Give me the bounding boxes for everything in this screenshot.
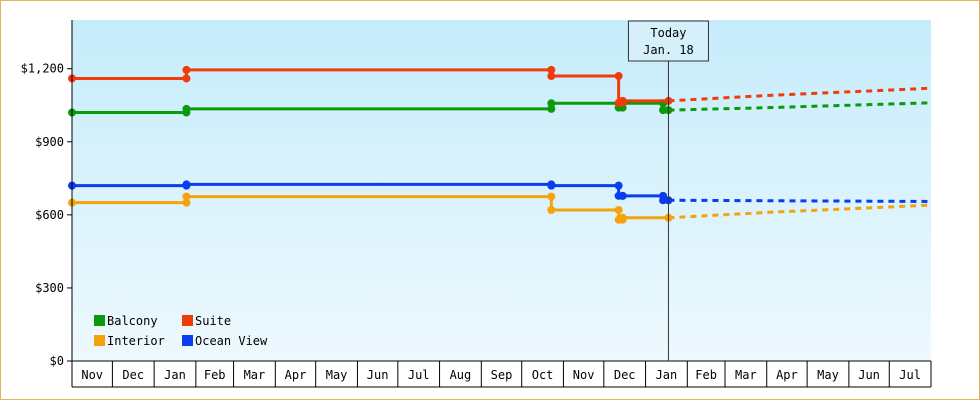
x-tick-label: Aug xyxy=(450,368,472,382)
data-point[interactable] xyxy=(547,99,556,108)
data-point[interactable] xyxy=(614,72,623,81)
legend-item-suite[interactable]: Suite xyxy=(182,314,231,328)
data-point[interactable] xyxy=(182,104,191,113)
legend-item-interior[interactable]: Interior xyxy=(94,334,165,348)
y-tick-label: $1,200 xyxy=(21,62,64,76)
data-point[interactable] xyxy=(547,104,556,113)
x-tick-label: Apr xyxy=(285,368,307,382)
y-tick-label: $900 xyxy=(35,135,64,149)
series-interior xyxy=(68,192,932,224)
series-ocean-view xyxy=(68,180,932,205)
x-tick-label: Mar xyxy=(735,368,757,382)
x-tick-label: Jul xyxy=(408,368,430,382)
legend-item-ocean-view[interactable]: Ocean View xyxy=(182,334,268,348)
plot-area xyxy=(72,20,931,361)
data-point[interactable] xyxy=(547,181,556,190)
x-tick-label: Oct xyxy=(532,368,554,382)
x-tick-label: Jan xyxy=(656,368,678,382)
legend-swatch xyxy=(182,335,193,346)
x-tick-label: Feb xyxy=(204,368,226,382)
legend-swatch xyxy=(94,315,105,326)
x-tick-label: Sep xyxy=(491,368,513,382)
data-point[interactable] xyxy=(547,192,556,201)
data-point[interactable] xyxy=(547,205,556,214)
data-point[interactable] xyxy=(182,192,191,201)
legend-item-balcony[interactable]: Balcony xyxy=(94,314,158,328)
x-tick-label: Jan xyxy=(164,368,186,382)
legend-swatch xyxy=(182,315,193,326)
data-point[interactable] xyxy=(182,198,191,207)
data-point[interactable] xyxy=(547,65,556,74)
x-tick-label: Mar xyxy=(244,368,266,382)
data-point[interactable] xyxy=(614,181,623,190)
x-tick-label: May xyxy=(817,368,839,382)
series-suite xyxy=(68,65,932,107)
legend-swatch xyxy=(94,335,105,346)
legend-label: Ocean View xyxy=(195,334,268,348)
legend-label: Balcony xyxy=(107,314,158,328)
data-point[interactable] xyxy=(614,205,623,214)
x-tick-label: Feb xyxy=(695,368,717,382)
data-point[interactable] xyxy=(182,65,191,74)
today-date-label: Jan. 18 xyxy=(643,43,694,57)
x-tick-label: Jun xyxy=(858,368,880,382)
x-tick-label: Dec xyxy=(122,368,144,382)
data-point[interactable] xyxy=(182,74,191,83)
legend-label: Suite xyxy=(195,314,231,328)
y-tick-label: $0 xyxy=(50,354,64,368)
x-tick-label: Apr xyxy=(776,368,798,382)
data-point[interactable] xyxy=(547,72,556,81)
today-label-box xyxy=(627,20,709,62)
legend-label: Interior xyxy=(107,334,165,348)
y-tick-label: $300 xyxy=(35,281,64,295)
y-tick-label: $600 xyxy=(35,208,64,222)
x-tick-label: May xyxy=(326,368,348,382)
x-tick-label: Jul xyxy=(899,368,921,382)
x-tick-label: Dec xyxy=(614,368,636,382)
data-point[interactable] xyxy=(618,191,627,200)
today-label: Today xyxy=(650,26,686,40)
data-point[interactable] xyxy=(618,96,627,105)
x-tick-label: Nov xyxy=(573,368,595,382)
data-point[interactable] xyxy=(618,213,627,222)
x-tick-label: Jun xyxy=(367,368,389,382)
data-point[interactable] xyxy=(182,180,191,189)
x-tick-label: Nov xyxy=(81,368,103,382)
